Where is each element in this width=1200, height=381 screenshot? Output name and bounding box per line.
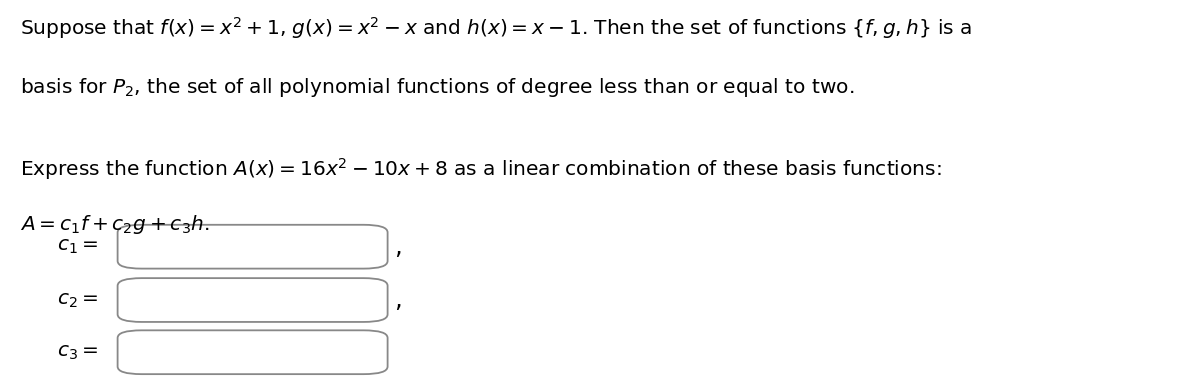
FancyBboxPatch shape (118, 278, 388, 322)
FancyBboxPatch shape (118, 225, 388, 269)
Text: Express the function $A(x) = 16x^2 - 10x + 8$ as a linear combination of these b: Express the function $A(x) = 16x^2 - 10x… (20, 156, 942, 182)
FancyBboxPatch shape (118, 330, 388, 374)
Text: basis for $P_2$, the set of all polynomial functions of degree less than or equa: basis for $P_2$, the set of all polynomi… (20, 76, 854, 99)
Text: $c_2 =$: $c_2 =$ (58, 291, 98, 309)
Text: $A = c_1f + c_2g + c_3h.$: $A = c_1f + c_2g + c_3h.$ (20, 213, 210, 236)
Text: Suppose that $f(x) = x^2 + 1$, $g(x) = x^2 - x$ and $h(x) = x - 1$. Then the set: Suppose that $f(x) = x^2 + 1$, $g(x) = x… (20, 15, 972, 41)
Text: ,: , (394, 235, 401, 259)
Text: $c_3 =$: $c_3 =$ (58, 343, 98, 362)
Text: $c_1 =$: $c_1 =$ (58, 237, 98, 256)
Text: ,: , (394, 288, 401, 312)
